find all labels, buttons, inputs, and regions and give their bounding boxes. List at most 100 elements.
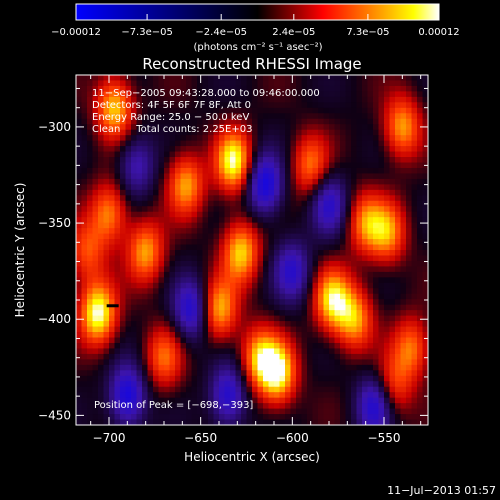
- heatmap-cell: [224, 222, 231, 229]
- heatmap-cell: [169, 135, 176, 142]
- heatmap-cell: [367, 85, 374, 92]
- heatmap-cell: [329, 167, 335, 174]
- heatmap-cell: [329, 107, 335, 114]
- heatmap-cell: [378, 282, 385, 289]
- heatmap-cell: [197, 124, 203, 131]
- heatmap-cell: [417, 282, 423, 289]
- heatmap-cell: [373, 419, 379, 425]
- heatmap-cell: [406, 85, 412, 92]
- heatmap-cell: [296, 195, 302, 202]
- heatmap-cell: [224, 353, 231, 360]
- heatmap-cell: [208, 288, 214, 295]
- heatmap-cell: [268, 288, 275, 295]
- heatmap-cell: [373, 80, 379, 87]
- heatmap-cell: [252, 271, 258, 278]
- heatmap-cell: [345, 315, 352, 322]
- heatmap-cell: [169, 288, 176, 295]
- heatmap-cell: [252, 288, 258, 295]
- heatmap-cell: [213, 233, 220, 240]
- heatmap-cell: [274, 124, 280, 131]
- heatmap-cell: [114, 211, 121, 218]
- heatmap-cell: [153, 282, 159, 289]
- heatmap-cell: [285, 167, 291, 174]
- heatmap-cell: [378, 260, 385, 267]
- heatmap-cell: [257, 91, 264, 98]
- heatmap-cell: [208, 299, 214, 306]
- heatmap-cell: [367, 348, 374, 355]
- heatmap-cell: [274, 85, 280, 92]
- heatmap-cell: [175, 184, 181, 191]
- heatmap-cell: [164, 118, 170, 125]
- heatmap-cell: [345, 392, 352, 399]
- heatmap-cell: [92, 332, 99, 338]
- heatmap-cell: [356, 233, 363, 240]
- heatmap-cell: [120, 375, 126, 382]
- heatmap-cell: [219, 107, 225, 114]
- heatmap-cell: [384, 282, 390, 289]
- heatmap-cell: [334, 282, 341, 289]
- heatmap-cell: [230, 375, 236, 382]
- heatmap-cell: [296, 293, 302, 300]
- heatmap-cell: [301, 260, 308, 267]
- heatmap-cell: [356, 173, 363, 180]
- heatmap-cell: [164, 304, 170, 311]
- heatmap-cell: [417, 222, 423, 229]
- heatmap-cell: [400, 321, 407, 327]
- heatmap-cell: [175, 239, 181, 245]
- heatmap-cell: [158, 304, 165, 311]
- heatmap-cell: [340, 178, 346, 185]
- heatmap-cell: [334, 239, 341, 245]
- heatmap-cell: [340, 392, 346, 399]
- heatmap-cell: [92, 299, 99, 306]
- heatmap-cell: [279, 140, 286, 147]
- heatmap-cell: [400, 304, 407, 311]
- heatmap-cell: [268, 364, 275, 371]
- heatmap-cell: [197, 151, 203, 158]
- heatmap-cell: [406, 403, 412, 409]
- heatmap-cell: [422, 255, 428, 262]
- heatmap-cell: [417, 228, 423, 234]
- heatmap-cell: [323, 113, 330, 120]
- heatmap-cell: [268, 135, 275, 142]
- heatmap-cell: [417, 255, 423, 262]
- heatmap-cell: [252, 217, 258, 224]
- heatmap-cell: [164, 162, 170, 169]
- heatmap-cell: [400, 260, 407, 267]
- heatmap-cell: [296, 282, 302, 289]
- heatmap-cell: [109, 310, 115, 317]
- heatmap-cell: [384, 80, 390, 87]
- heatmap-cell: [136, 140, 143, 147]
- heatmap-cell: [422, 337, 428, 344]
- heatmap-cell: [268, 195, 275, 202]
- heatmap-cell: [378, 113, 385, 120]
- heatmap-cell: [147, 282, 154, 289]
- heatmap-cell: [87, 113, 93, 120]
- heatmap-cell: [400, 408, 407, 415]
- heatmap-cell: [208, 381, 214, 388]
- heatmap-cell: [351, 392, 357, 399]
- heatmap-cell: [125, 124, 132, 131]
- heatmap-cell: [263, 244, 269, 251]
- heatmap-cell: [334, 359, 341, 366]
- heatmap-cell: [301, 266, 308, 273]
- heatmap-cell: [290, 288, 297, 295]
- heatmap-cell: [92, 102, 99, 109]
- heatmap-cell: [296, 135, 302, 142]
- heatmap-cell: [180, 315, 187, 322]
- heatmap-cell: [417, 80, 423, 87]
- heatmap-cell: [186, 370, 192, 377]
- heatmap-cell: [422, 233, 428, 240]
- heatmap-cell: [230, 277, 236, 284]
- heatmap-cell: [208, 167, 214, 174]
- heatmap-cell: [285, 282, 291, 289]
- heatmap-cell: [274, 244, 280, 251]
- heatmap-cell: [213, 140, 220, 147]
- heatmap-cell: [186, 173, 192, 180]
- heatmap-cell: [323, 255, 330, 262]
- heatmap-cell: [103, 200, 110, 207]
- heatmap-cell: [318, 375, 324, 382]
- heatmap-cell: [345, 359, 352, 366]
- heatmap-cell: [312, 342, 319, 349]
- heatmap-cell: [175, 189, 181, 196]
- heatmap-cell: [213, 211, 220, 218]
